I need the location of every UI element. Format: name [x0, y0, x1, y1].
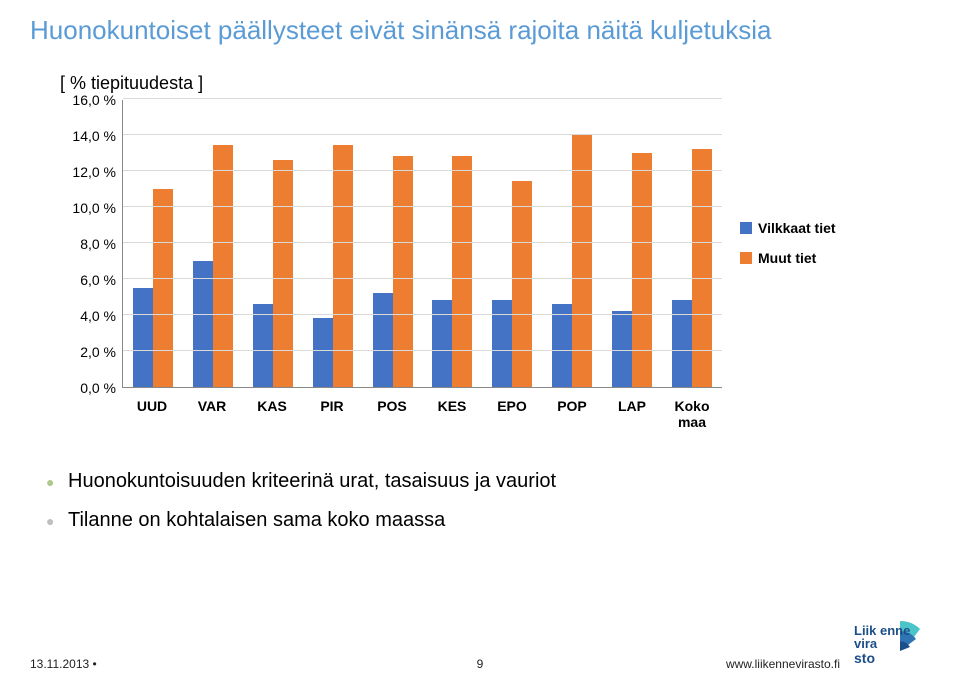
bar: [632, 153, 652, 387]
x-axis-labels: UUDVARKASPIRPOSKESEPOPOPLAPKokomaa: [122, 394, 722, 440]
gridline: [123, 314, 722, 315]
gridline: [123, 350, 722, 351]
bar: [273, 160, 293, 387]
bar-group: [423, 100, 483, 387]
footer-url: www.liikennevirasto.fi: [726, 657, 840, 671]
legend-item: Muut tiet: [740, 250, 836, 266]
bar: [153, 189, 173, 387]
bar-group: [602, 100, 662, 387]
bar-group: [482, 100, 542, 387]
legend: Vilkkaat tiet Muut tiet: [740, 220, 836, 280]
x-tick-label: POP: [542, 394, 602, 440]
x-tick-label: UUD: [122, 394, 182, 440]
plot-area: [122, 100, 722, 388]
x-tick-label: EPO: [482, 394, 542, 440]
bar-group: [542, 100, 602, 387]
x-tick-label: LAP: [602, 394, 662, 440]
legend-item: Vilkkaat tiet: [740, 220, 836, 236]
page-number: 9: [477, 657, 484, 671]
x-tick-label: VAR: [182, 394, 242, 440]
bar-group: [363, 100, 423, 387]
legend-swatch-icon: [740, 252, 752, 264]
bar: [133, 288, 153, 387]
bullet-item: Tilanne on kohtalaisen sama koko maassa: [46, 509, 930, 532]
footer: 13.11.2013 • 9 www.liikennevirasto.fi Li…: [30, 615, 930, 671]
legend-label: Muut tiet: [758, 250, 816, 266]
chart: 0,0 % 2,0 % 4,0 % 6,0 % 8,0 % 10,0 % 12,0 % 14,…: [60, 100, 880, 440]
plot-wrap: UUDVARKASPIRPOSKESEPOPOPLAPKokomaa: [122, 100, 722, 440]
gridline: [123, 134, 722, 135]
bar-group: [123, 100, 183, 387]
svg-text:vira: vira: [854, 636, 878, 651]
slide-title: Huonokuntoiset päällysteet eivät sinänsä…: [30, 14, 810, 47]
y-tick-label: 12,0 %: [72, 164, 116, 180]
bar: [692, 149, 712, 387]
bar: [512, 181, 532, 386]
bar-group: [243, 100, 303, 387]
bar: [313, 318, 333, 386]
bar-group: [303, 100, 363, 387]
slide: Huonokuntoiset päällysteet eivät sinänsä…: [0, 0, 960, 681]
y-tick-label: 8,0 %: [80, 236, 116, 252]
svg-text:sto: sto: [854, 650, 875, 666]
bar-group: [662, 100, 722, 387]
x-tick-label: Kokomaa: [662, 394, 722, 440]
bar: [452, 156, 472, 386]
x-tick-label: POS: [362, 394, 422, 440]
bullet-item: Huonokuntoisuuden kriteerinä urat, tasai…: [46, 470, 930, 493]
bar: [373, 293, 393, 387]
y-axis: 0,0 % 2,0 % 4,0 % 6,0 % 8,0 % 10,0 % 12,0 % 14,…: [60, 100, 118, 440]
gridline: [123, 98, 722, 99]
legend-swatch-icon: [740, 222, 752, 234]
gridline: [123, 278, 722, 279]
bar: [193, 261, 213, 387]
chart-subtitle: [ % tiepituudesta ]: [60, 73, 930, 94]
y-tick-label: 0,0 %: [80, 380, 116, 396]
x-tick-label: KES: [422, 394, 482, 440]
gridline: [123, 206, 722, 207]
bar: [253, 304, 273, 387]
svg-text:enne: enne: [880, 623, 910, 638]
gridline: [123, 242, 722, 243]
bullet-list: Huonokuntoisuuden kriteerinä urat, tasai…: [46, 470, 930, 532]
gridline: [123, 170, 722, 171]
bar-groups: [123, 100, 722, 387]
y-tick-label: 10,0 %: [72, 200, 116, 216]
legend-label: Vilkkaat tiet: [758, 220, 836, 236]
bar: [393, 156, 413, 386]
y-tick-label: 2,0 %: [80, 344, 116, 360]
x-tick-label: PIR: [302, 394, 362, 440]
y-tick-label: 14,0 %: [72, 128, 116, 144]
y-tick-label: 6,0 %: [80, 272, 116, 288]
y-tick-label: 4,0 %: [80, 308, 116, 324]
x-tick-label: KAS: [242, 394, 302, 440]
y-tick-label: 16,0 %: [72, 92, 116, 108]
footer-date: 13.11.2013 •: [30, 657, 97, 671]
bar: [552, 304, 572, 387]
logo-liikennevirasto: Liik vira sto enne: [854, 615, 930, 671]
bar-group: [183, 100, 243, 387]
